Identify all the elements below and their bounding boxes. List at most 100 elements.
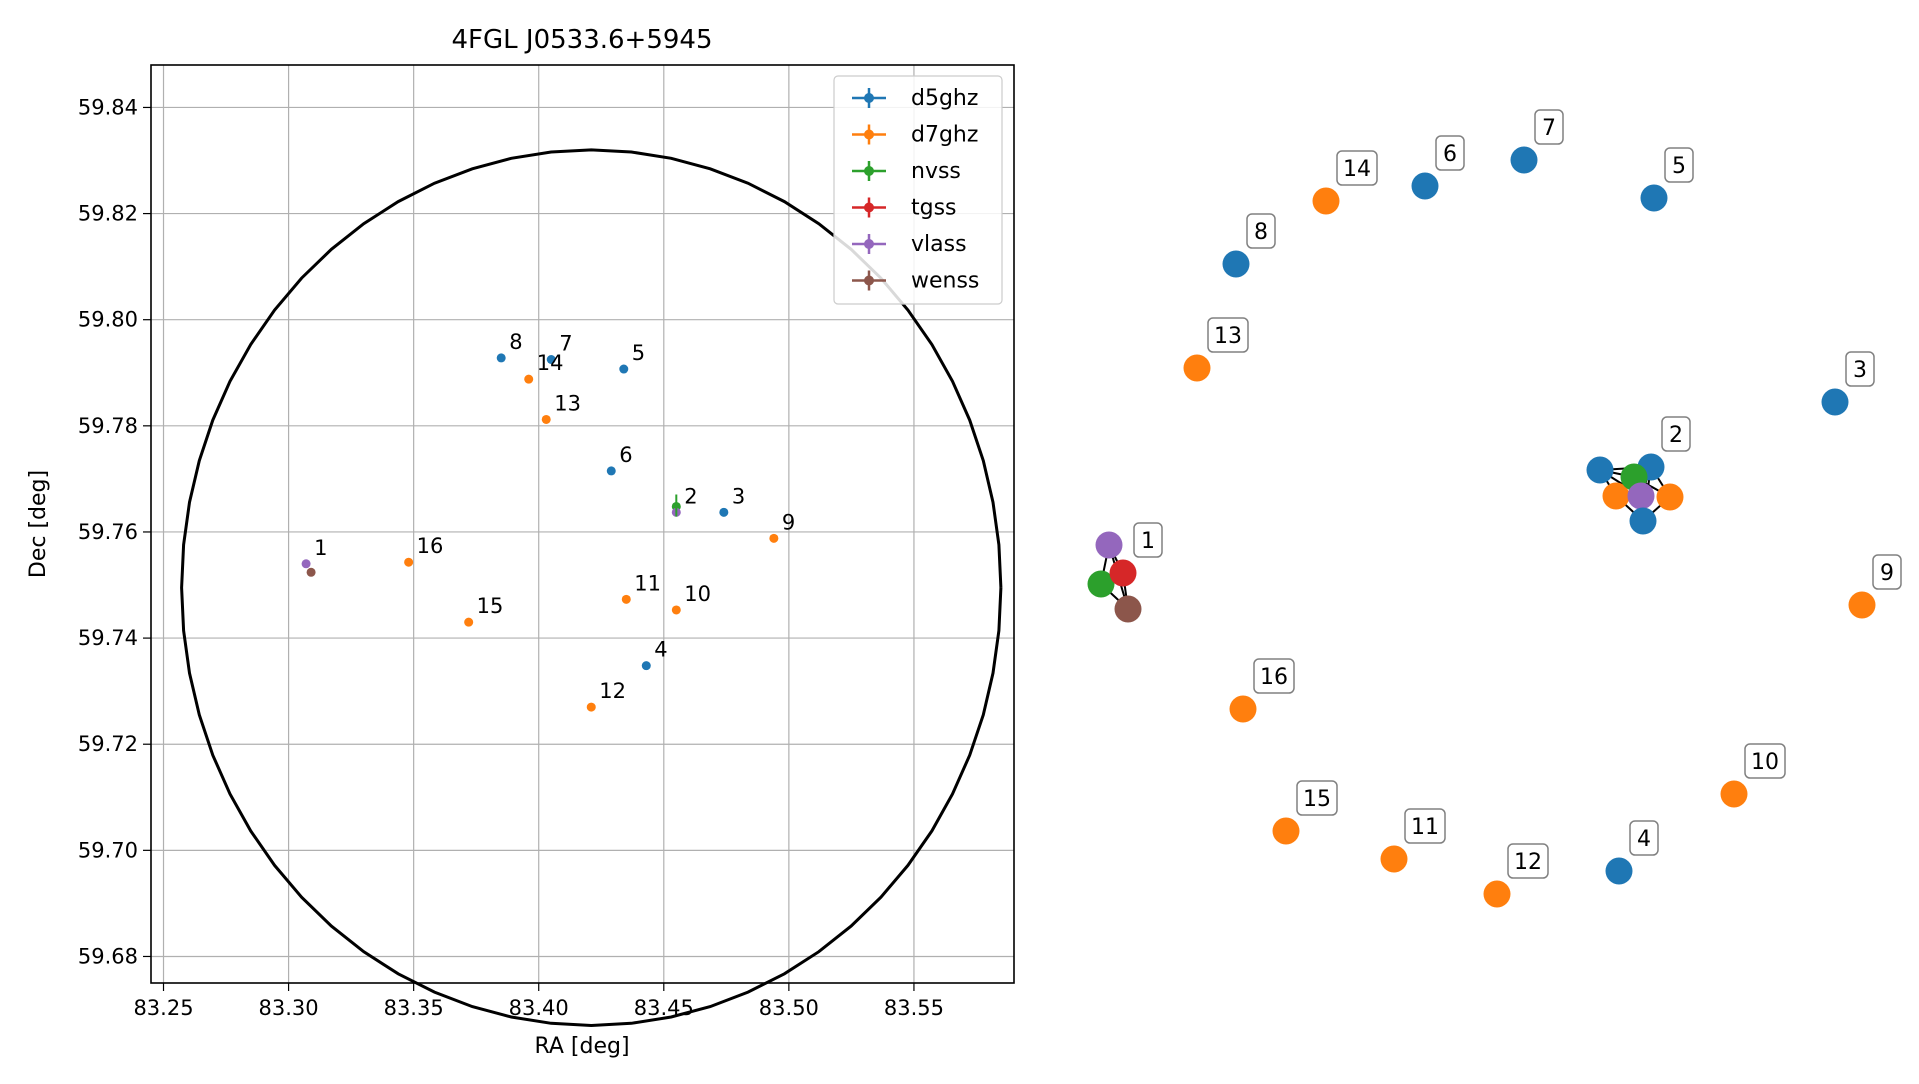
point-label: 3 (732, 484, 745, 508)
point-d7ghz (671, 605, 681, 615)
point-d5ghz (619, 364, 629, 374)
y-axis-label: Dec [deg] (26, 470, 51, 578)
localization-circle (180, 148, 1003, 1028)
x-tick-label: 83.25 (133, 996, 193, 1020)
graph-node (1183, 354, 1211, 382)
x-tick-label: 83.55 (884, 996, 944, 1020)
point-d7ghz (541, 414, 551, 424)
y-tick-label: 59.82 (78, 202, 138, 226)
point-label: 4 (654, 638, 667, 662)
graph-node (1483, 880, 1511, 908)
point-wenss (306, 567, 316, 577)
legend-label-d5ghz: d5ghz (911, 86, 978, 111)
legend: d5ghz d7ghz nvss tgss vlass wenss (833, 75, 1003, 305)
point-label: 2 (684, 484, 697, 508)
point-label: 14 (537, 351, 564, 375)
x-tick-label: 83.50 (759, 996, 819, 1020)
axes: 83.25 83.30 83.35 83.40 83.45 83.50 83.55 59.68… (78, 95, 944, 1020)
graph-node (1272, 817, 1300, 845)
graph-node (1312, 187, 1340, 215)
y-tick-label: 59.78 (78, 414, 138, 438)
graph-node (1720, 780, 1748, 808)
point-label: 5 (632, 341, 645, 365)
graph-node-label: 12 (1514, 850, 1542, 875)
graph-node-label: 3 (1853, 358, 1867, 383)
point-d7ghz (404, 557, 414, 567)
graph-node (1640, 184, 1668, 212)
legend-marker-tgss (864, 202, 874, 213)
graph-node-label: 15 (1303, 787, 1331, 812)
legend-label-nvss: nvss (911, 159, 961, 184)
point-label: 1 (314, 536, 327, 560)
localization-circle-line (180, 148, 1003, 1028)
graph-node-label-box (1435, 135, 1465, 171)
graph-node (1380, 845, 1408, 873)
graph-node (1095, 531, 1123, 559)
graph-node-label-box (1246, 213, 1276, 249)
x-tick-label: 83.45 (634, 996, 694, 1020)
graph-node-label-box (1744, 743, 1786, 779)
graph-node (1627, 482, 1655, 510)
x-axis-label: RA [deg] (534, 1034, 629, 1059)
graph-node-label-box (1872, 554, 1902, 590)
point-label: 16 (417, 534, 444, 558)
y-tick-label: 59.84 (78, 95, 138, 119)
graph-node (1629, 507, 1657, 535)
y-tick-label: 59.68 (78, 944, 138, 968)
y-tick-label: 59.80 (78, 308, 138, 332)
x-tick-label: 83.30 (259, 996, 319, 1020)
graph-node-label-box (1845, 351, 1875, 387)
point-d5ghz (606, 466, 616, 476)
graph-node-label: 14 (1343, 157, 1371, 182)
point-label: 8 (509, 330, 522, 354)
grid (151, 65, 1014, 983)
legend-marker-d5ghz (864, 93, 874, 103)
legend-label-d7ghz: d7ghz (911, 123, 978, 148)
graph-edges (1100, 466, 1671, 610)
graph-node (1222, 250, 1250, 278)
graph-node-label-box (1629, 820, 1659, 856)
graph-node-label-box (1507, 843, 1549, 879)
graph-node (1602, 482, 1630, 510)
graph-node (1229, 695, 1257, 723)
point-d5ghz (641, 661, 651, 671)
point-label: 15 (477, 594, 504, 618)
graph-node-label: 10 (1751, 750, 1779, 775)
graph-node-label: 1 (1141, 529, 1155, 554)
graph-node-label: 7 (1542, 116, 1556, 141)
graph-node-label-box (1336, 150, 1378, 186)
graph-node-label-box (1664, 147, 1694, 183)
graph-nodes (1087, 146, 1876, 908)
graph-node-label: 8 (1254, 220, 1268, 245)
graph-node-label: 2 (1669, 423, 1683, 448)
graph-node (1586, 456, 1614, 484)
graph-node-label-box (1534, 109, 1564, 145)
graph-node (1087, 570, 1115, 598)
legend-marker-d7ghz (864, 129, 874, 140)
graph-node-label-box (1133, 522, 1163, 558)
y-tick-label: 59.70 (78, 838, 138, 862)
legend-marker-vlass (864, 239, 874, 249)
x-tick-label: 83.35 (384, 996, 444, 1020)
legend-label-vlass: vlass (911, 232, 967, 257)
graph-node (1109, 559, 1137, 587)
graph-node-label: 16 (1260, 665, 1288, 690)
point-d7ghz (524, 374, 534, 384)
chart-title: 4FGL J0533.6+5945 (452, 25, 713, 55)
sky-scatter-plot: 83.25 83.30 83.35 83.40 83.45 83.50 83.55 59.68… (26, 25, 1015, 1059)
graph-node-label-box (1404, 808, 1446, 844)
y-tick-label: 59.72 (78, 732, 138, 756)
point-label: 12 (599, 679, 626, 703)
point-label: 9 (782, 510, 795, 534)
data-points (301, 353, 779, 712)
x-tick-label: 83.40 (509, 996, 569, 1020)
graph-node (1821, 388, 1849, 416)
legend-label-tgss: tgss (911, 196, 957, 221)
point-vlass (301, 559, 311, 569)
graph-node (1848, 591, 1876, 619)
legend-label-wenss: wenss (911, 269, 979, 294)
